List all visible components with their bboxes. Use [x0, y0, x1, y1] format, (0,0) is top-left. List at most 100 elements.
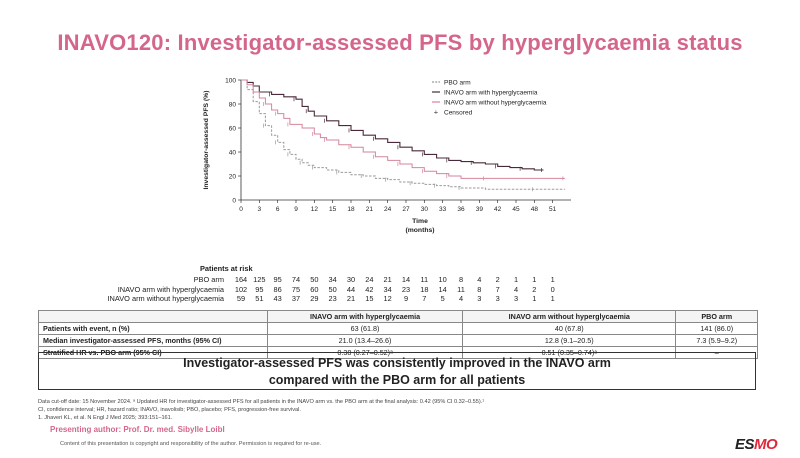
- risk-value: 74: [291, 275, 301, 284]
- slide-title: INAVO120: Investigator-assessed PFS by h…: [57, 30, 743, 55]
- stats-cell: 141 (86.0): [675, 322, 758, 335]
- risk-value: 50: [328, 284, 337, 294]
- risk-value: 3: [513, 294, 519, 303]
- stats-header-without-hyperglycaemia: INAVO arm without hyperglycaemia: [462, 310, 677, 323]
- risk-value: 7: [495, 284, 500, 294]
- risk-row: INAVO arm with hyperglycaemia 102 95 86 75 60…: [60, 285, 580, 295]
- x-tick-label: 0: [239, 206, 243, 213]
- stats-cell: 7.3 (5.9–9.2): [675, 334, 758, 347]
- x-tick-label: 12: [311, 206, 319, 213]
- risk-value: 3: [477, 294, 482, 303]
- y-tick-label: 80: [229, 101, 237, 108]
- risk-value: 23: [328, 294, 337, 303]
- risk-value: 102: [234, 284, 248, 294]
- x-tick-label: 51: [549, 206, 557, 213]
- km-curve-0: [241, 79, 565, 190]
- risk-value: 1: [550, 275, 555, 284]
- risk-value: 2: [495, 275, 500, 284]
- stats-row: Patients with event, n (%) 63 (61.8) 40 …: [38, 322, 758, 335]
- x-axis-label: Time: [412, 218, 428, 225]
- stats-row-label: Patients with event, n (%): [38, 322, 268, 335]
- risk-value: 11: [420, 275, 429, 284]
- footnote-3: 1. Jhaveri KL, et al. N Engl J Med 2025;…: [38, 415, 173, 421]
- stats-cell: 63 (61.8): [266, 322, 464, 335]
- risk-value: 75: [291, 284, 301, 294]
- stats-row: Median investigator-assessed PFS, months…: [38, 334, 758, 347]
- x-tick-label: 15: [329, 206, 337, 213]
- x-tick-label: 33: [439, 206, 447, 213]
- risk-row-label: INAVO arm without hyperglycaemia: [107, 294, 224, 303]
- risk-value: 42: [365, 284, 374, 294]
- risk-value: 86: [273, 284, 282, 294]
- y-tick-label: 20: [229, 173, 237, 180]
- x-tick-label: 6: [276, 206, 280, 213]
- risk-value: 4: [513, 284, 519, 294]
- x-tick-label: 9: [294, 206, 298, 213]
- legend-label: Censored: [444, 109, 473, 116]
- km-curve-2: [241, 79, 565, 179]
- copyright-note: Content of this presentation is copyrigh…: [60, 441, 322, 447]
- y-axis-label: Investigator-assessed PFS (%): [203, 91, 210, 190]
- risk-value: 29: [310, 294, 319, 303]
- stats-header-pbo: PBO arm: [675, 310, 758, 323]
- stats-header-with-hyperglycaemia: INAVO arm with hyperglycaemia: [266, 310, 464, 323]
- logo-part-2: MO: [754, 436, 778, 453]
- risk-value: 18: [420, 284, 429, 294]
- risk-value: 1: [550, 294, 555, 303]
- x-tick-label: 39: [476, 206, 484, 213]
- risk-value: 8: [477, 284, 482, 294]
- stats-header-empty: [38, 310, 268, 323]
- x-tick-label: 24: [384, 206, 392, 213]
- y-tick-label: 0: [232, 197, 236, 204]
- risk-row: PBO arm 164 125 95 74 50 34 30 24 21 14 11 10 8 4 2 1 1 1: [60, 275, 580, 285]
- y-tick-label: 40: [229, 149, 237, 156]
- x-tick-label: 42: [494, 206, 502, 213]
- legend-label: PBO arm: [444, 79, 471, 86]
- risk-value: 50: [310, 275, 319, 284]
- x-tick-label: 18: [347, 206, 355, 213]
- risk-value: 34: [328, 275, 337, 284]
- stats-cell: 21.0 (13.4–26.6): [266, 334, 464, 347]
- risk-value: 7: [422, 294, 427, 303]
- risk-value: 21: [346, 294, 356, 303]
- risk-value: 11: [457, 284, 465, 294]
- risk-value: 60: [310, 284, 319, 294]
- footnote-1: Data cut-off date: 15 November 2024. ᵃ U…: [38, 399, 485, 405]
- risk-value: 59: [236, 294, 246, 303]
- x-tick-label: 45: [512, 206, 520, 213]
- risk-value: 8: [458, 275, 464, 284]
- risk-value: 1: [532, 294, 537, 303]
- logo-part-1: ES: [735, 436, 755, 453]
- risk-value: 2: [532, 284, 537, 294]
- risk-value: 125: [253, 275, 266, 284]
- risk-value: 21: [383, 275, 392, 284]
- risk-value: 51: [255, 294, 264, 303]
- conclusion-line-2: compared with the PBO arm for all patien…: [268, 373, 526, 387]
- risk-value: 23: [401, 284, 411, 294]
- risk-value: 4: [477, 275, 482, 284]
- risk-value: 10: [438, 275, 447, 284]
- legend-label: INAVO arm with hyperglycaemia: [444, 89, 538, 96]
- risk-value: 12: [383, 294, 392, 303]
- x-axis-unit: (months): [405, 227, 434, 234]
- stats-cell: 12.8 (9.1–20.5): [462, 334, 677, 347]
- risk-value: 14: [401, 275, 411, 284]
- legend-censor-symbol: +: [434, 108, 439, 117]
- x-tick-label: 3: [258, 206, 262, 213]
- legend-label: INAVO arm without hyperglycaemia: [444, 99, 547, 106]
- x-tick-label: 48: [531, 206, 539, 213]
- risk-value: 43: [273, 294, 282, 303]
- risk-value: 15: [365, 294, 374, 303]
- risk-row-label: INAVO arm with hyperglycaemia: [117, 284, 224, 294]
- risk-value: 14: [438, 284, 447, 294]
- risk-value: 3: [495, 294, 500, 303]
- stats-cell: 40 (67.8): [462, 322, 677, 335]
- risk-value: 9: [403, 294, 409, 303]
- risk-value: 0: [550, 284, 555, 294]
- stats-header-row: INAVO arm with hyperglycaemia INAVO arm …: [38, 310, 758, 323]
- y-tick-label: 100: [225, 77, 236, 84]
- stats-row-label: Median investigator-assessed PFS, months…: [38, 334, 268, 347]
- footnotes: Data cut-off date: 15 November 2024. ᵃ U…: [38, 398, 758, 422]
- x-tick-label: 36: [457, 206, 465, 213]
